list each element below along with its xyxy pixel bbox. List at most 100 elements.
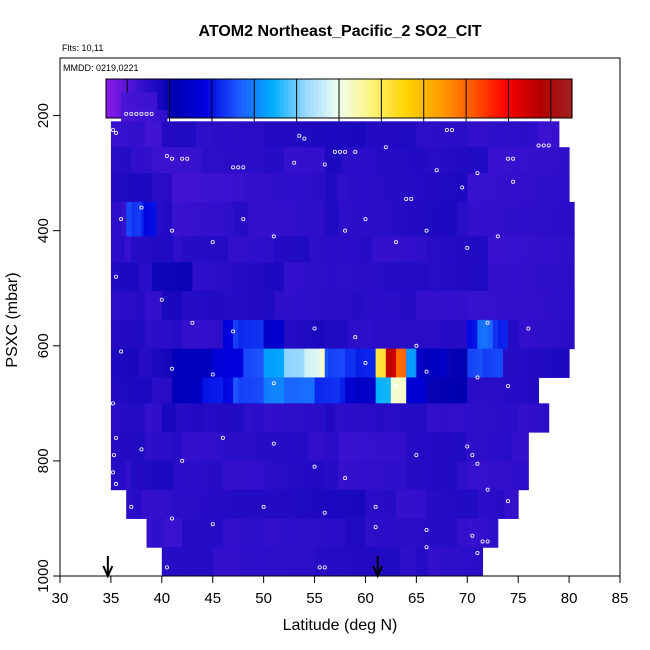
colorbar-segment [339,79,344,118]
plot-frame [59,57,621,577]
sample-marker [241,217,246,222]
heatmap-cell [280,121,299,148]
heatmap-cell [139,460,149,491]
sample-marker [261,504,266,509]
heatmap-cell [467,518,473,548]
heatmap-cell [324,201,339,237]
heatmap-cell [297,489,316,519]
heatmap-cell [487,319,491,350]
heatmap-cell [119,121,129,148]
colorbar-segment [194,79,200,118]
colorbar-segment [427,79,433,118]
heatmap-cell [502,348,515,378]
heatmap-cell [502,201,522,237]
x-tick-label: 40 [153,590,170,607]
heatmap-cell [419,173,433,203]
heatmap-cell [314,121,333,148]
heatmap-cell [292,262,302,292]
heatmap-cell [117,460,122,491]
heatmap-cell [382,291,400,321]
heatmap-cell [270,377,275,404]
heatmap-cell [457,460,468,491]
heatmap-cell [260,348,265,378]
heatmap-cell [375,518,387,548]
sample-marker [110,470,115,475]
heatmap-cell [416,201,428,237]
heatmap-cell [538,201,557,237]
heatmap-cell [360,348,366,378]
heatmap-cell [479,377,492,404]
heatmap-cell [172,489,188,519]
heatmap-cell [212,291,224,321]
heatmap-cell [273,348,278,378]
heatmap-cell [304,377,310,404]
heatmap-cell [233,201,249,237]
heatmap-cell [146,201,150,237]
heatmap-cell [131,348,139,378]
heatmap-cell [387,348,390,378]
heatmap-cell [156,201,160,237]
heatmap-cell [161,403,170,433]
heatmap-cell [153,432,163,462]
colorbar-segment [161,79,166,118]
colorbar-segment [165,79,171,118]
heatmap-cell [273,236,287,263]
heatmap-cell [144,348,153,378]
heatmap-cell [324,173,338,203]
heatmap-cell [156,236,166,263]
heatmap-cell [222,460,237,491]
heatmap-cell [144,92,152,111]
heatmap-cell [126,147,132,174]
heatmap-cell [407,348,411,378]
heatmap-cell [485,432,495,462]
heatmap-cell [416,460,428,491]
heatmap-cell [482,348,487,378]
colorbar-segment [491,79,497,118]
sample-marker [110,127,115,132]
heatmap-cell [278,201,295,237]
heatmap-cell [250,518,265,548]
heatmap-cell [280,319,285,350]
heatmap-cell [148,460,158,491]
heatmap-cell [304,460,316,491]
sample-marker [485,539,490,544]
heatmap-cell [110,201,114,237]
heatmap-cell [248,201,265,237]
sample-marker [139,447,144,452]
sample-marker [322,510,327,515]
sample-marker [353,149,358,154]
heatmap-cell [485,291,504,321]
heatmap-cell [472,319,475,350]
heatmap-cell [536,348,548,378]
colorbar-segment [296,79,302,118]
heatmap-cell [324,432,339,462]
heatmap-cell [563,319,575,350]
heatmap-cell [217,489,234,519]
colorbar-segment [364,79,370,118]
sample-marker [343,149,348,154]
sample-marker [185,156,190,161]
colorbar-segment [169,79,175,118]
heatmap-cell [172,201,183,237]
heatmap-cell [477,147,489,174]
heatmap-cell [136,403,146,433]
heatmap-cell [458,403,472,433]
heatmap-cell [263,348,268,378]
heatmap-cell [446,201,458,237]
heatmap-cell [446,262,458,292]
heatmap-cell [351,201,366,237]
colorbar-segment [317,79,323,118]
heatmap-cell [141,201,145,237]
heatmap-cell [338,348,343,378]
heatmap-cell [172,173,185,203]
y-tick-label: 200 [35,103,52,128]
heatmap-cell [110,147,117,174]
heatmap-cell [418,432,431,462]
sample-marker [495,234,500,239]
heatmap-cell [477,432,487,462]
colorbar-segment [262,79,268,118]
heatmap-cell [457,147,468,174]
colorbar-segment [156,79,162,118]
heatmap-cell [158,348,163,378]
heatmap-cell [127,121,137,148]
